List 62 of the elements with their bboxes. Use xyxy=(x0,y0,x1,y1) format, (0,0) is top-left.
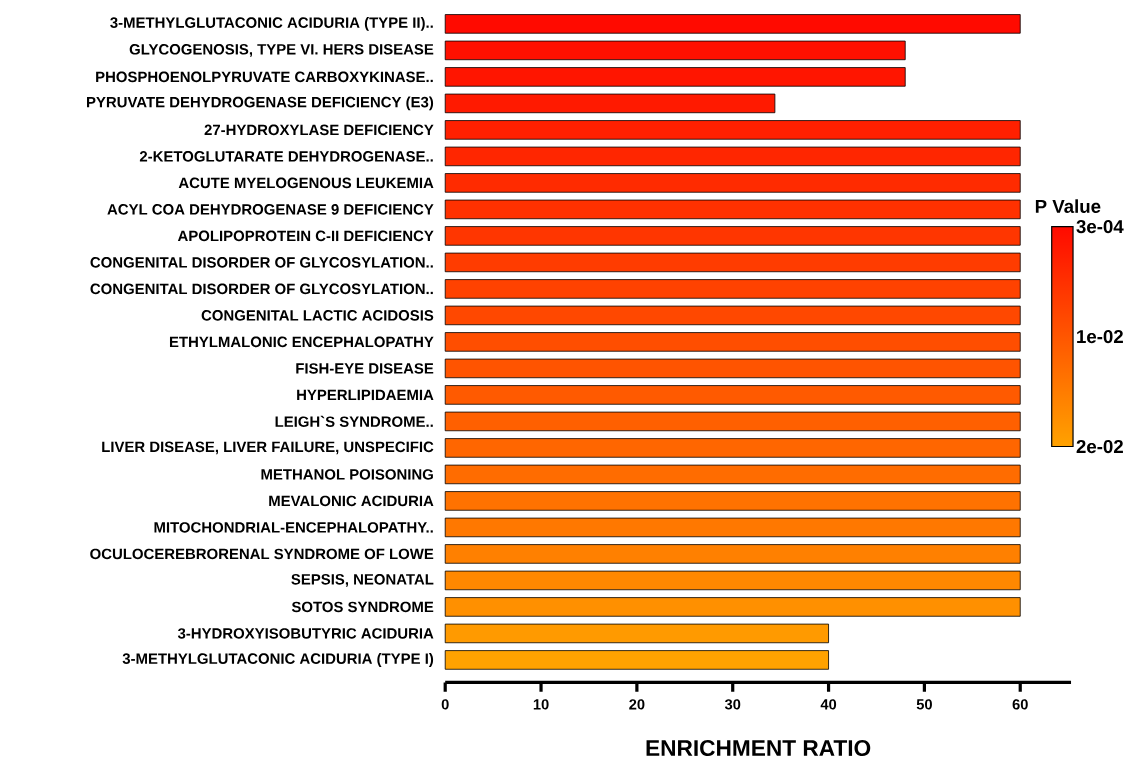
bar xyxy=(444,40,906,61)
bar xyxy=(444,199,1021,220)
bar xyxy=(444,517,1021,538)
x-tick-label: 40 xyxy=(820,699,837,710)
y-tick-label: CONGENITAL LACTIC ACIDOSIS xyxy=(201,310,434,321)
bar xyxy=(444,411,1021,432)
y-tick-label: LIVER DISEASE, LIVER FAILURE, UNSPECIFIC xyxy=(102,441,434,455)
y-tick-label: CONGENITAL DISORDER OF GLYCOSYLATION.. xyxy=(90,283,433,295)
y-tick-label: METHANOL POISONING xyxy=(261,469,433,480)
y-tick-label: 3-METHYLGLUTACONIC ACIDURIA (TYPE I) xyxy=(122,652,434,667)
bar xyxy=(444,173,1021,193)
bar xyxy=(444,332,1021,352)
bar xyxy=(444,14,1021,34)
bar xyxy=(444,226,1021,246)
x-tick-label: 50 xyxy=(916,699,932,710)
bar xyxy=(444,597,1021,617)
y-tick-label: CONGENITAL DISORDER OF GLYCOSYLATION.. xyxy=(90,257,433,268)
y-tick-label: SOTOS SYNDROME xyxy=(291,601,434,613)
x-tick-label: 10 xyxy=(533,699,549,710)
text: 1e-02 xyxy=(1077,329,1123,344)
y-tick-label: MEVALONIC ACIDURIA xyxy=(269,495,434,507)
text: 3e-04 xyxy=(1076,219,1124,234)
y-tick-label: OCULOCEREBRORENAL SYNDROME OF LOWE xyxy=(90,548,434,560)
bar xyxy=(444,305,1021,326)
x-tick-label: 0 xyxy=(441,699,449,710)
y-tick-label: FISH-EYE DISEASE xyxy=(296,363,434,374)
x-tick-label: 20 xyxy=(629,699,645,710)
y-tick-label: ACUTE MYELOGENOUS LEUKEMIA xyxy=(178,177,434,189)
y-tick-label: SEPSIS, NEONATAL xyxy=(291,574,434,587)
x-tick-label: 30 xyxy=(724,699,741,710)
y-tick-label: 2-KETOGLUTARATE DEHYDROGENASE.. xyxy=(139,151,433,162)
bar xyxy=(444,491,1021,511)
bar xyxy=(444,623,829,644)
bar xyxy=(444,252,1021,273)
color-bar-title: P Value xyxy=(1035,199,1101,213)
bar xyxy=(444,438,1021,458)
bar xyxy=(444,464,1021,485)
bar xyxy=(444,67,906,87)
y-tick-label: PHOSPHOENOLPYRUVATE CARBOXYKINASE.. xyxy=(96,71,433,83)
bar xyxy=(444,120,1021,140)
bar xyxy=(444,279,1021,299)
y-tick-label: MITOCHONDRIAL-ENCEPHALOPATHY.. xyxy=(154,522,433,533)
bar xyxy=(444,93,776,114)
bar xyxy=(444,650,829,670)
y-tick-label: 3-METHYLGLUTACONIC ACIDURIA (TYPE II).. xyxy=(110,16,433,31)
bar xyxy=(444,544,1021,564)
y-tick-label: GLYCOGENOSIS, TYPE VI. HERS DISEASE xyxy=(129,43,434,57)
y-tick-label: 3-HYDROXYISOBUTYRIC ACIDURIA xyxy=(177,628,434,639)
bar xyxy=(444,146,1021,167)
bar xyxy=(444,385,1021,405)
y-tick-label: HYPERLIPIDAEMIA xyxy=(297,389,434,401)
bar xyxy=(444,358,1021,379)
x-tick-label: 60 xyxy=(1012,699,1028,710)
y-tick-label: PYRUVATE DEHYDROGENASE DEFICIENCY (E3) xyxy=(87,96,434,111)
bar xyxy=(444,570,1021,591)
y-tick-label: ETHYLMALONIC ENCEPHALOPATHY xyxy=(169,336,434,348)
y-tick-label: LEIGH`S SYNDROME.. xyxy=(275,415,433,427)
x-axis-title: ENRICHMENT RATIO xyxy=(646,740,871,757)
text: 2e-02 xyxy=(1076,439,1123,454)
y-tick-label: ACYL COA DEHYDROGENASE 9 DEFICIENCY xyxy=(107,204,434,215)
y-tick-label: 27-HYDROXYLASE DEFICIENCY xyxy=(204,124,434,136)
y-tick-label: APOLIPOPROTEIN C-II DEFICIENCY xyxy=(177,230,434,242)
